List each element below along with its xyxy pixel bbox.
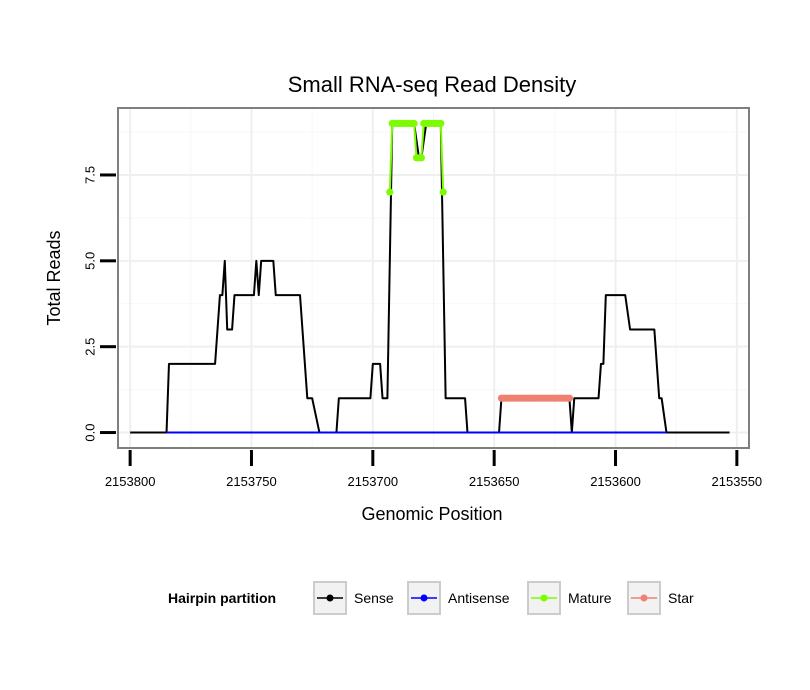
x-tick-label: 2153550 xyxy=(712,474,763,489)
legend-entry-mature: Mature xyxy=(527,581,612,615)
legend-label-mature: Mature xyxy=(568,590,612,606)
plot-panel xyxy=(117,107,750,449)
x-tick-label: 2153650 xyxy=(469,474,520,489)
legend: Hairpin partition Sense Antisense Mature… xyxy=(168,581,694,615)
data-point-star xyxy=(565,394,574,402)
x-tick-label: 2153600 xyxy=(590,474,641,489)
y-tick-label: 2.5 xyxy=(83,338,98,356)
y-tick-label: 7.5 xyxy=(83,166,98,184)
x-tick-label: 2153750 xyxy=(226,474,277,489)
grid-minor xyxy=(118,108,749,448)
data-point-mature xyxy=(410,119,418,128)
data-point-mature xyxy=(437,119,445,128)
legend-label-star: Star xyxy=(668,590,694,606)
x-tick-label: 2153700 xyxy=(348,474,399,489)
series-line-sense xyxy=(130,122,730,434)
data-point-mature xyxy=(439,188,447,196)
legend-entry-star: Star xyxy=(627,581,694,615)
data-point-mature xyxy=(417,154,425,162)
y-tick-label: 5.0 xyxy=(83,252,98,270)
legend-point-antisense xyxy=(420,594,428,602)
legend-entry-antisense: Antisense xyxy=(407,581,510,615)
legend-point-mature xyxy=(540,594,548,602)
y-tick-label: 0.0 xyxy=(83,424,98,442)
series-points xyxy=(386,119,574,402)
legend-point-star xyxy=(640,594,648,602)
data-point-mature xyxy=(386,188,394,196)
legend-label-sense: Sense xyxy=(354,590,394,606)
x-tick-label: 2153800 xyxy=(105,474,156,489)
chart-title: Small RNA-seq Read Density xyxy=(288,72,577,97)
plot-border xyxy=(117,107,750,449)
legend-label-antisense: Antisense xyxy=(448,590,510,606)
legend-title: Hairpin partition xyxy=(168,590,276,606)
y-axis: 0.0 2.5 5.0 7.5 xyxy=(83,166,116,442)
y-axis-title: Total Reads xyxy=(44,230,64,325)
x-axis-title: Genomic Position xyxy=(361,504,502,524)
legend-point-sense xyxy=(326,594,334,602)
x-axis: 2153800 2153750 2153700 2153650 2153600 21535… xyxy=(105,450,762,489)
legend-entry-sense: Sense xyxy=(313,581,394,615)
